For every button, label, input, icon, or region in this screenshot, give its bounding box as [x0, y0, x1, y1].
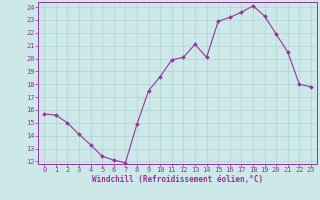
X-axis label: Windchill (Refroidissement éolien,°C): Windchill (Refroidissement éolien,°C) [92, 175, 263, 184]
